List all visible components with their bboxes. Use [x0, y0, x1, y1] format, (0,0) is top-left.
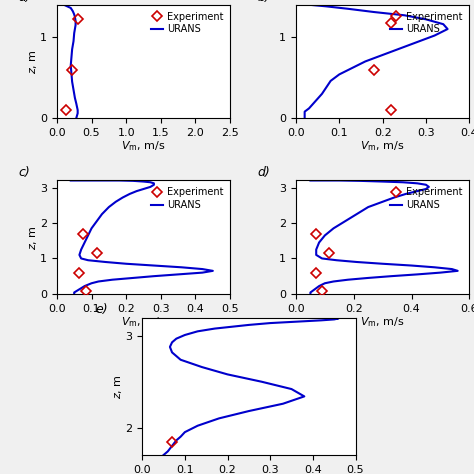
Legend: Experiment, URANS: Experiment, URANS: [149, 185, 225, 212]
Text: e): e): [95, 303, 108, 316]
Y-axis label: $z$, m: $z$, m: [28, 49, 39, 74]
Text: d): d): [258, 166, 271, 179]
X-axis label: $V_\mathrm{m}$, m/s: $V_\mathrm{m}$, m/s: [360, 139, 405, 153]
Y-axis label: $z$, m: $z$, m: [113, 374, 124, 399]
Legend: Experiment, URANS: Experiment, URANS: [389, 9, 465, 36]
Legend: Experiment, URANS: Experiment, URANS: [149, 9, 225, 36]
X-axis label: $V_\mathrm{m}$, m/s: $V_\mathrm{m}$, m/s: [360, 315, 405, 329]
Text: c): c): [19, 166, 30, 179]
Y-axis label: $z$, m: $z$, m: [27, 225, 39, 250]
Text: b): b): [258, 0, 271, 4]
Legend: Experiment, URANS: Experiment, URANS: [389, 185, 465, 212]
Text: a): a): [19, 0, 31, 4]
X-axis label: $V_\mathrm{m}$, m/s: $V_\mathrm{m}$, m/s: [121, 139, 166, 153]
X-axis label: $V_\mathrm{m}$, m/s: $V_\mathrm{m}$, m/s: [121, 315, 166, 329]
